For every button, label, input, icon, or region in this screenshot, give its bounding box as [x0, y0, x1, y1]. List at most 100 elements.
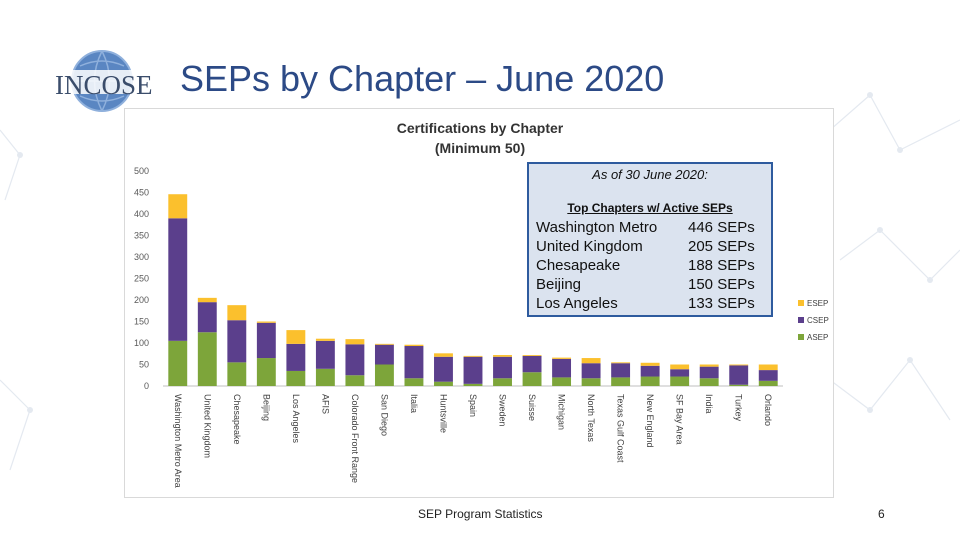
certifications-bar-chart: Certifications by Chapter (Minimum 50) 0…: [134, 120, 829, 488]
chapter-name: United Kingdom: [536, 238, 643, 255]
bar-asep: [404, 378, 424, 386]
x-tick-label: Orlando: [763, 394, 773, 426]
info-subheading: Top Chapters w/ Active SEPs: [567, 201, 733, 215]
bar-asep: [699, 378, 719, 386]
x-tick-label: Los Angeles: [291, 394, 301, 444]
y-tick-label: 100: [134, 338, 149, 348]
bar-esep: [611, 362, 631, 364]
bar-csep: [729, 365, 749, 385]
bar-csep: [227, 320, 247, 363]
bar-csep: [758, 370, 778, 381]
info-row: United Kingdom 205 SEPs: [536, 238, 768, 257]
x-axis-labels: Washington Metro Area United Kingdom Chesa…: [173, 394, 773, 488]
bar-asep: [463, 383, 483, 386]
chapter-count: 188 SEPs: [688, 257, 755, 274]
bar-esep: [729, 364, 749, 366]
x-tick-label: SF Bay Area: [675, 394, 685, 445]
legend-swatch: [798, 334, 804, 340]
x-tick-label: Sweden: [498, 394, 508, 427]
y-tick-label: 450: [134, 188, 149, 198]
chart-subtitle: (Minimum 50): [435, 140, 525, 156]
footer-text: SEP Program Statistics: [418, 507, 543, 521]
bar-csep: [256, 322, 276, 359]
x-tick-label: North Texas: [586, 394, 596, 442]
x-tick-label: San Diego: [379, 394, 389, 436]
bar-asep: [227, 362, 247, 386]
bar-asep: [434, 381, 453, 386]
legend-swatch: [798, 317, 804, 323]
bar-csep: [581, 363, 601, 379]
bar-asep: [197, 332, 217, 386]
chart-title: Certifications by Chapter: [397, 120, 564, 136]
bar-esep: [404, 344, 424, 347]
x-tick-label: Suisse: [527, 394, 537, 421]
bar-csep: [522, 355, 542, 373]
bar-esep: [522, 355, 542, 356]
bar-group: [168, 194, 778, 386]
x-tick-label: Turkey: [734, 394, 744, 422]
x-tick-label: Beijing: [261, 394, 271, 421]
bar-esep: [256, 321, 276, 323]
chapter-count: 205 SEPs: [688, 238, 755, 255]
chapter-name: Chesapeake: [536, 257, 621, 274]
bar-asep: [670, 376, 690, 386]
logo-text: INCOSE: [55, 70, 153, 100]
y-tick-label: 350: [134, 231, 149, 241]
page-number: 6: [878, 507, 885, 521]
bar-csep: [552, 358, 572, 378]
bar-esep: [315, 338, 335, 341]
bar-csep: [699, 366, 719, 379]
y-tick-label: 250: [134, 274, 149, 284]
top-chapters-info-box: As of 30 June 2020: Top Chapters w/ Acti…: [527, 162, 773, 317]
chapter-count: 150 SEPs: [688, 276, 755, 293]
x-tick-label: Chesapeake: [232, 394, 242, 445]
bar-esep: [640, 362, 660, 366]
x-tick-label: Italia: [409, 394, 419, 413]
info-heading: As of 30 June 2020:: [592, 167, 708, 182]
bar-csep: [374, 344, 394, 365]
bar-esep: [493, 355, 512, 357]
info-row: Los Angeles 133 SEPs: [536, 295, 768, 314]
bar-asep: [315, 368, 335, 386]
bar-csep: [404, 346, 424, 379]
bar-csep: [670, 369, 690, 377]
bar-asep: [345, 375, 365, 386]
bar-csep: [168, 218, 188, 341]
bar-esep: [434, 353, 453, 357]
bar-esep: [758, 364, 778, 371]
bar-asep: [729, 384, 749, 386]
bar-esep: [374, 343, 394, 345]
legend-label: CSEP: [807, 316, 829, 325]
y-tick-label: 300: [134, 252, 149, 262]
bar-csep: [611, 363, 631, 378]
bar-asep: [256, 358, 276, 386]
bar-csep: [463, 356, 483, 384]
bar-asep: [640, 376, 660, 386]
bar-esep: [463, 355, 483, 357]
x-tick-label: AFIS: [320, 394, 330, 414]
bar-esep: [581, 358, 601, 364]
page-title: SEPs by Chapter – June 2020: [180, 58, 665, 99]
bar-asep: [168, 340, 188, 386]
x-tick-label: Texas Gulf Coast: [616, 394, 626, 463]
bar-csep: [345, 344, 365, 376]
bar-esep: [552, 357, 572, 359]
bar-esep: [168, 194, 188, 219]
info-row: Chesapeake 188 SEPs: [536, 257, 768, 276]
bar-esep: [197, 297, 217, 303]
bar-csep: [493, 356, 512, 379]
y-tick-label: 400: [134, 209, 149, 219]
bar-csep: [434, 356, 453, 382]
bar-csep: [315, 340, 335, 369]
x-tick-label: Colorado Front Range: [350, 394, 360, 483]
info-row: Washington Metro 446 SEPs: [536, 219, 768, 238]
legend-label: ESEP: [807, 299, 828, 308]
x-tick-label: Spain: [468, 394, 478, 417]
bar-csep: [286, 343, 306, 371]
legend-swatch: [798, 300, 804, 306]
bar-esep: [699, 364, 719, 367]
x-tick-label: New England: [645, 394, 655, 448]
bar-asep: [758, 380, 778, 386]
y-tick-label: 50: [139, 360, 149, 370]
